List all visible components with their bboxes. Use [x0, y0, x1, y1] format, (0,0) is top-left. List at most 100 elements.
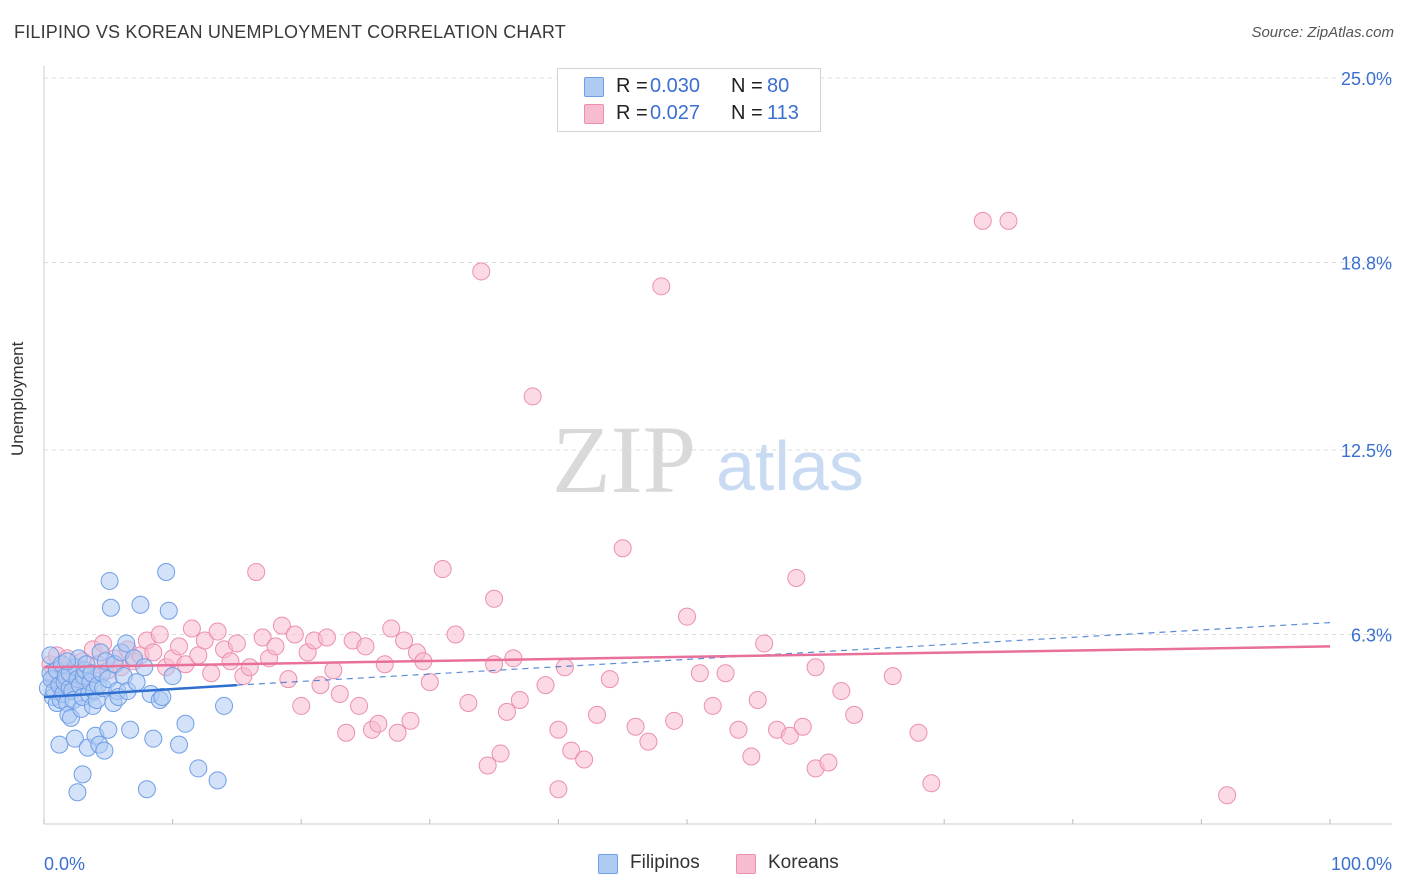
watermark-zip: ZIP: [552, 406, 696, 513]
n-value: 80: [767, 75, 790, 97]
filipino-point: [65, 729, 84, 748]
filipino-point: [99, 720, 118, 739]
filipino-point: [131, 595, 150, 614]
filipino-point: [58, 652, 77, 671]
filipinos-legend-label: Filipinos: [630, 852, 700, 873]
korean-point: [575, 750, 594, 769]
y-tick-label: 12.5%: [1341, 441, 1392, 461]
korean-point: [446, 625, 465, 644]
korean-point: [266, 637, 285, 656]
korean-point: [459, 693, 478, 712]
korean-point: [202, 664, 221, 683]
korean-point: [150, 625, 169, 644]
korean-point: [240, 658, 259, 677]
korean-point: [324, 661, 343, 680]
korean-point: [562, 741, 581, 760]
tick-labels: 6.3% 12.5% 18.8% 25.0% 0.0% 100.0%: [44, 69, 1392, 874]
watermark-atlas: atlas: [716, 427, 864, 505]
korean-point: [755, 634, 774, 653]
filipino-point: [215, 696, 234, 715]
korean-point: [195, 631, 214, 650]
korean-point: [973, 211, 992, 230]
korean-point: [613, 539, 632, 558]
korean-point: [401, 711, 420, 730]
filipino-point: [189, 759, 208, 778]
korean-point: [587, 705, 606, 724]
y-tick-label: 6.3%: [1351, 626, 1392, 646]
filipino-point: [176, 714, 195, 733]
korean-point: [845, 705, 864, 724]
filipino-point: [73, 765, 92, 784]
filipino-point: [121, 720, 140, 739]
korean-point: [787, 568, 806, 587]
stats-legend: R = 0.030 N = 80 R = 0.027 N = 113: [557, 68, 821, 132]
korean-point: [279, 670, 298, 689]
korean-point: [337, 723, 356, 742]
korean-trend-line: [43, 645, 1331, 669]
filipino-point: [137, 780, 156, 799]
source-label: Source: ZipAtlas.com: [1251, 24, 1394, 41]
korean-point: [208, 622, 227, 641]
y-tick-label: 18.8%: [1341, 254, 1392, 274]
korean-point: [491, 744, 510, 763]
korean-point: [665, 711, 684, 730]
korean-point: [485, 589, 504, 608]
korean-point: [536, 676, 555, 695]
korean-point: [793, 717, 812, 736]
korean-point: [549, 720, 568, 739]
korean-point: [350, 696, 369, 715]
y-tick-label: 25.0%: [1341, 69, 1392, 89]
filipino-point: [68, 783, 87, 802]
korean-point: [388, 723, 407, 742]
r-value: 0.027: [650, 102, 701, 124]
korean-point: [227, 634, 246, 653]
korean-point: [472, 262, 491, 281]
filipino-point: [50, 735, 69, 754]
watermark: ZIP atlas: [552, 406, 864, 513]
filipino-trend-line: [43, 683, 237, 699]
korean-point: [922, 774, 941, 793]
korean-point: [182, 619, 201, 638]
korean-point: [170, 637, 189, 656]
filipino-point: [159, 601, 178, 620]
korean-point: [395, 631, 414, 650]
korean-point: [600, 670, 619, 689]
filipino-point: [101, 598, 120, 617]
r-label: R =: [616, 102, 648, 124]
korean-point: [690, 664, 709, 683]
korean-point: [382, 619, 401, 638]
korean-point: [292, 696, 311, 715]
filipino-point: [157, 563, 176, 582]
filipino-point: [208, 771, 227, 790]
korean-point: [272, 616, 291, 635]
korean-point: [999, 211, 1018, 230]
filipino-point: [135, 658, 154, 677]
korean-point: [1218, 786, 1237, 805]
korean-point: [549, 780, 568, 799]
x-tick-label: 0.0%: [44, 854, 85, 874]
korean-point: [832, 682, 851, 701]
korean-point: [330, 685, 349, 704]
korean-point: [748, 690, 767, 709]
korean-point: [626, 717, 645, 736]
points: [38, 211, 1237, 805]
korean-point: [742, 747, 761, 766]
chart-title: FILIPINO VS KOREAN UNEMPLOYMENT CORRELAT…: [14, 22, 566, 42]
koreans-swatch: [584, 104, 604, 124]
korean-point: [497, 702, 516, 721]
korean-point: [780, 726, 799, 745]
korean-point: [375, 655, 394, 674]
korean-point: [356, 637, 375, 656]
filipinos-legend-swatch: [598, 854, 618, 874]
korean-point: [703, 696, 722, 715]
korean-point: [478, 756, 497, 775]
filipino-trend-extension: [236, 622, 1331, 686]
koreans-legend-label: Koreans: [768, 852, 839, 873]
korean-point: [678, 607, 696, 626]
korean-point: [819, 753, 838, 772]
korean-point: [806, 658, 825, 677]
x-tick-label: 100.0%: [1331, 854, 1392, 874]
korean-point: [652, 277, 671, 296]
korean-point: [510, 690, 529, 709]
